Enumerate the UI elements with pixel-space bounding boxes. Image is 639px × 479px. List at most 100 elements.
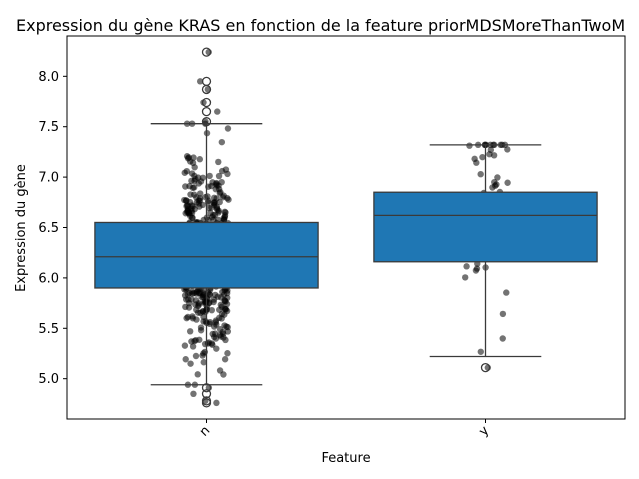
strip-point bbox=[197, 178, 205, 185]
strip-point bbox=[193, 194, 200, 201]
strip-point bbox=[499, 310, 507, 318]
strip-point bbox=[486, 151, 493, 158]
strip-point bbox=[224, 350, 231, 357]
strip-point bbox=[181, 196, 188, 204]
strip-point bbox=[213, 345, 220, 352]
strip-point bbox=[192, 175, 199, 183]
strip-point bbox=[461, 274, 469, 281]
strip-point bbox=[215, 172, 223, 180]
y-axis-title: Expression du gène bbox=[14, 164, 29, 292]
strip-point bbox=[206, 172, 213, 180]
strip-point bbox=[477, 170, 484, 178]
strip-point bbox=[219, 194, 227, 201]
strip-point bbox=[187, 191, 194, 198]
strip-point bbox=[211, 330, 219, 337]
strip-point bbox=[200, 359, 207, 366]
plot-area bbox=[66, 35, 626, 420]
outlier-marker bbox=[201, 383, 212, 393]
strip-point bbox=[214, 293, 222, 300]
strip-point bbox=[222, 209, 229, 216]
strip-point bbox=[186, 289, 193, 297]
strip-point bbox=[188, 205, 195, 212]
strip-point bbox=[214, 108, 221, 115]
box-body bbox=[373, 191, 598, 263]
strip-point bbox=[218, 138, 226, 146]
outlier-marker bbox=[201, 47, 212, 57]
strip-point bbox=[192, 352, 200, 360]
strip-point bbox=[189, 343, 197, 350]
box-body bbox=[94, 221, 319, 289]
y-tick-label: 5.5 bbox=[38, 322, 59, 337]
strip-point bbox=[477, 348, 484, 355]
strip-point bbox=[206, 299, 213, 306]
strip-point bbox=[196, 203, 203, 210]
strip-point bbox=[223, 300, 231, 308]
strip-point bbox=[197, 324, 205, 331]
strip-point bbox=[218, 167, 226, 175]
strip-point bbox=[212, 335, 220, 342]
strip-point bbox=[212, 317, 220, 324]
strip-point bbox=[211, 323, 218, 330]
strip-point bbox=[195, 300, 203, 307]
x-axis-title: Feature bbox=[321, 451, 370, 466]
strip-point bbox=[494, 174, 501, 181]
strip-point bbox=[213, 182, 220, 189]
strip-point bbox=[213, 399, 220, 407]
strip-point bbox=[183, 153, 191, 160]
strip-point bbox=[196, 156, 204, 163]
strip-point bbox=[471, 155, 478, 163]
strip-point bbox=[194, 371, 201, 378]
strip-point bbox=[204, 86, 212, 93]
strip-point bbox=[183, 167, 190, 175]
strip-point bbox=[189, 184, 197, 192]
y-tick-label: 6.0 bbox=[38, 271, 59, 286]
strip-point bbox=[473, 265, 481, 272]
strip-point bbox=[202, 308, 209, 315]
strip-point bbox=[499, 335, 506, 342]
strip-point bbox=[463, 263, 470, 270]
strip-point bbox=[208, 306, 215, 314]
strip-point bbox=[186, 328, 194, 335]
strip-point bbox=[182, 356, 189, 363]
strip-point bbox=[224, 328, 232, 335]
strip-point bbox=[209, 213, 216, 221]
strip-point bbox=[196, 78, 204, 85]
strip-point bbox=[190, 154, 197, 161]
strip-point bbox=[206, 319, 214, 326]
strip-point bbox=[189, 315, 197, 322]
strip-point bbox=[223, 307, 231, 315]
box-y bbox=[373, 144, 598, 358]
strip-point bbox=[479, 153, 486, 161]
outlier-marker bbox=[201, 97, 212, 108]
strip-point bbox=[215, 158, 222, 166]
strip-point bbox=[204, 193, 211, 200]
strip-point bbox=[224, 294, 231, 302]
strip-point bbox=[224, 125, 232, 132]
strip-point bbox=[186, 299, 193, 307]
outliers-layer bbox=[201, 47, 491, 408]
strip-point bbox=[190, 390, 197, 398]
outlier-marker bbox=[201, 117, 212, 127]
strip-point bbox=[188, 170, 196, 177]
strip-point bbox=[181, 342, 189, 349]
strip-point bbox=[184, 313, 192, 321]
strip-point bbox=[223, 323, 230, 330]
strip-point bbox=[219, 328, 227, 336]
y-tick-label: 7.5 bbox=[38, 120, 59, 135]
chart-title: Expression du gène KRAS en fonction de l… bbox=[16, 16, 625, 35]
strip-point bbox=[220, 334, 227, 341]
strip-point bbox=[211, 198, 218, 206]
y-tick-label: 5.0 bbox=[38, 372, 59, 387]
y-tick-label: 8.0 bbox=[38, 70, 59, 85]
strip-point bbox=[191, 164, 198, 171]
strip-point bbox=[187, 360, 194, 367]
box-n bbox=[94, 123, 319, 386]
strip-point bbox=[503, 289, 510, 296]
y-tick-label: 7.0 bbox=[38, 171, 59, 186]
strip-point bbox=[218, 178, 225, 186]
outlier-marker bbox=[201, 106, 212, 117]
outlier-marker bbox=[201, 398, 212, 408]
strip-point bbox=[206, 291, 214, 299]
strip-point bbox=[504, 179, 511, 186]
